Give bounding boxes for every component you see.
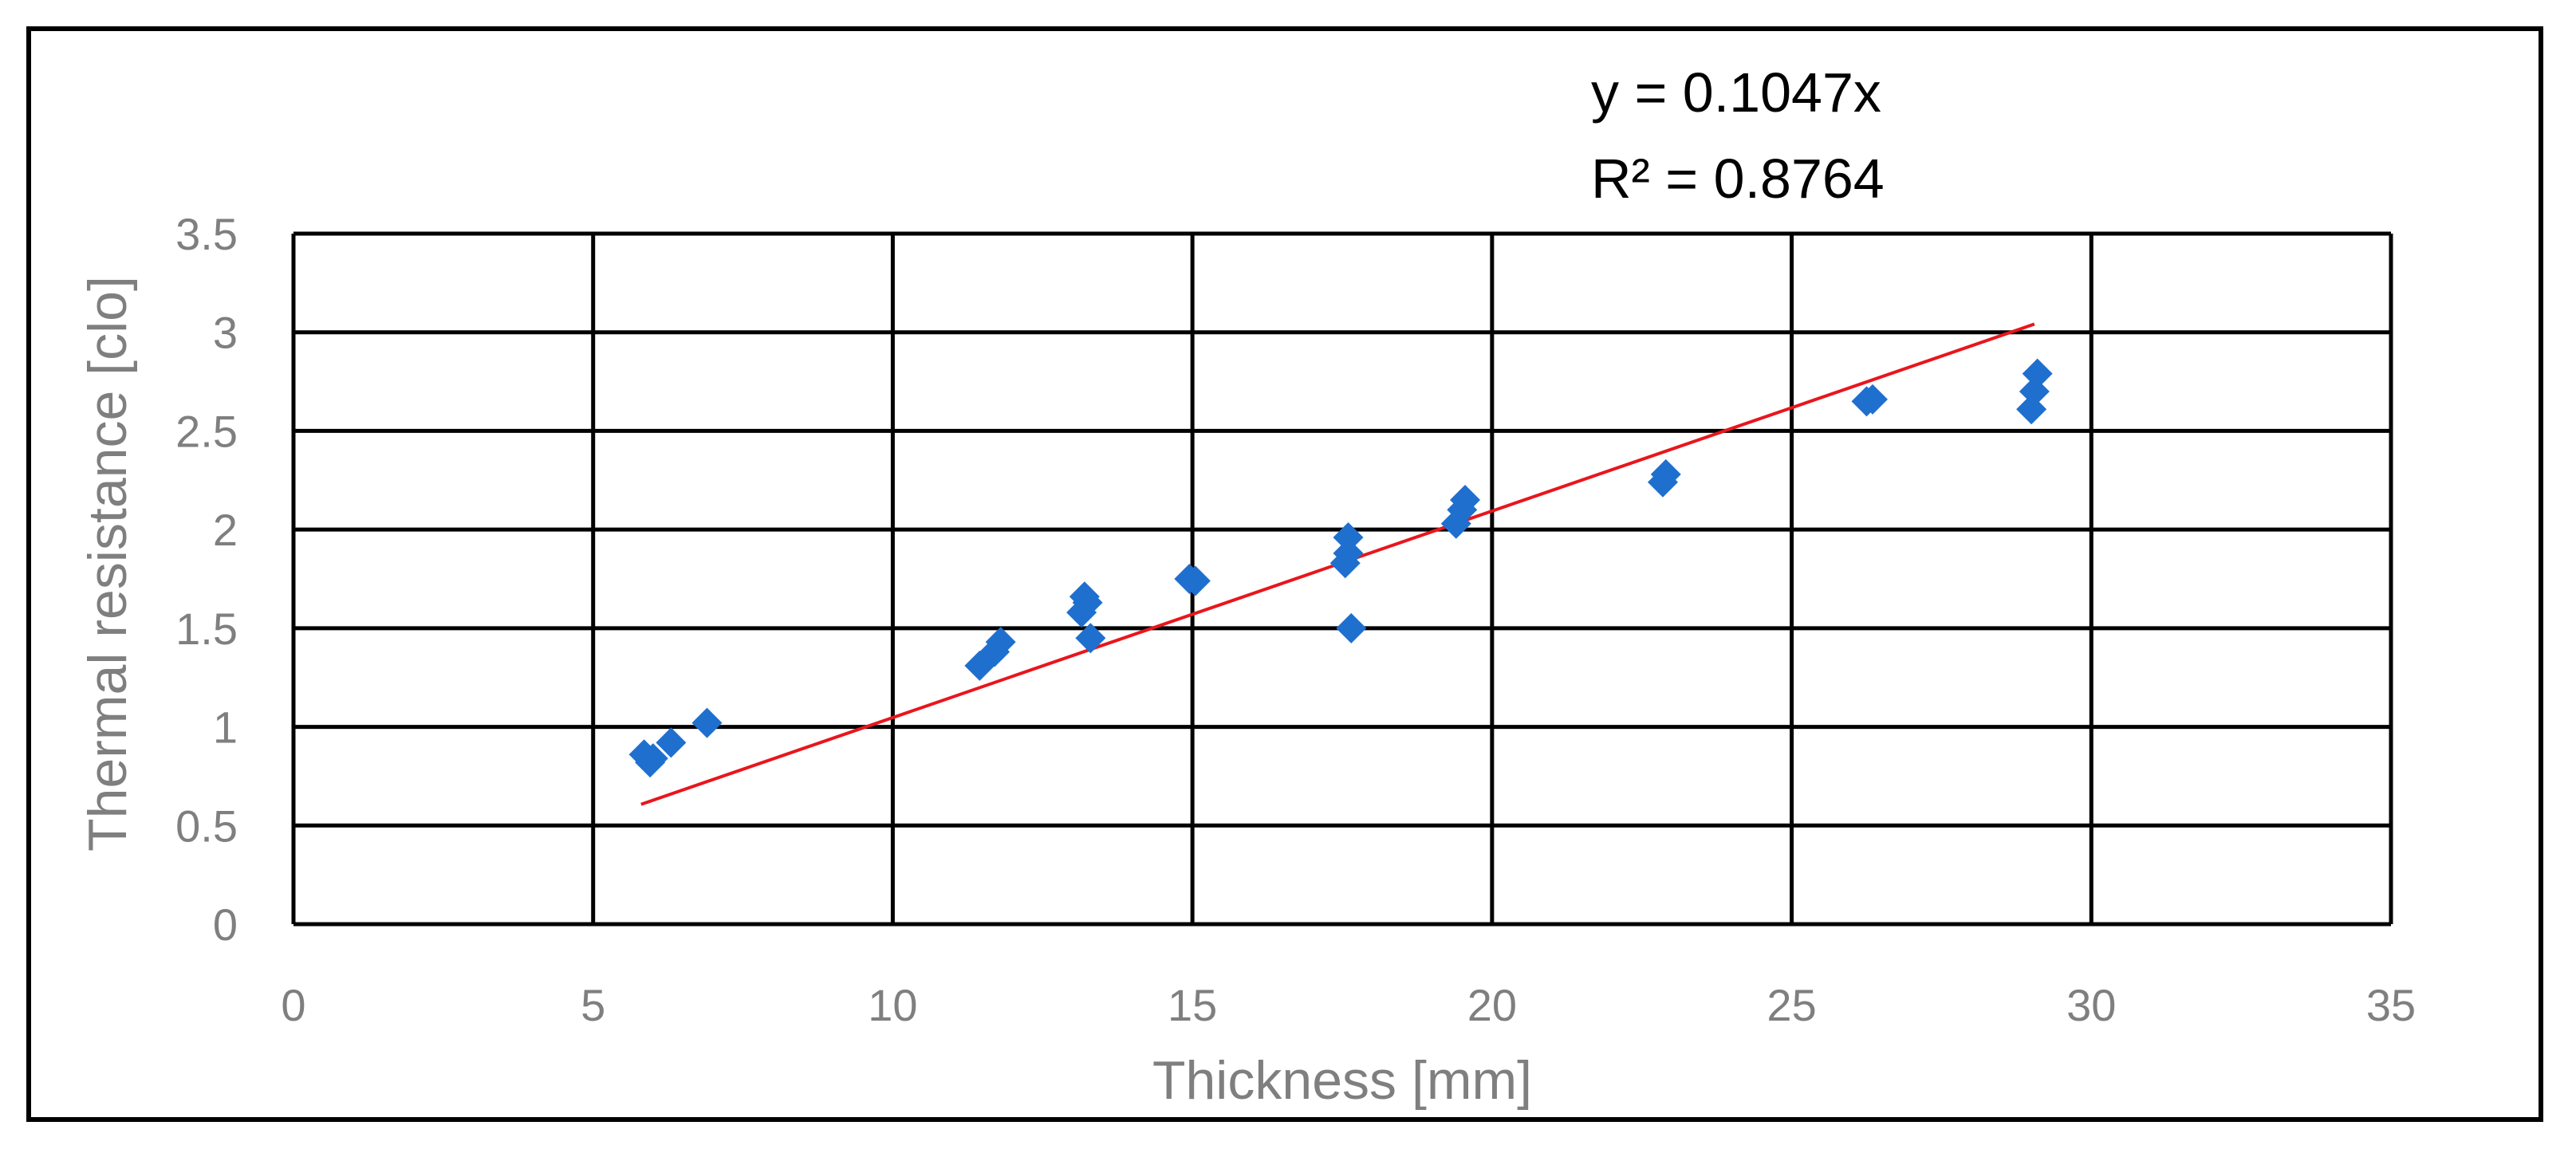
- trendline-equation: y = 0.1047x: [1591, 61, 1881, 124]
- y-tick-label: 2.5: [175, 406, 238, 456]
- data-point: [985, 627, 1016, 658]
- data-point: [1450, 485, 1481, 516]
- data-point: [1650, 458, 1681, 490]
- x-axis-ticks: 0 5 10 15 20 25 30 35: [281, 980, 2416, 1030]
- y-tick-label: 0.5: [175, 801, 238, 851]
- y-axis-ticks: 0 0.5 1 1.5 2 2.5 3 3.5: [175, 209, 238, 950]
- data-point: [637, 743, 668, 774]
- x-tick-label: 35: [2366, 980, 2416, 1030]
- trendline-r-squared: R² = 0.8764: [1591, 148, 1885, 210]
- y-tick-label: 2: [213, 505, 238, 555]
- chart-frame: [26, 26, 2543, 1122]
- x-tick-label: 10: [868, 980, 917, 1030]
- x-tick-label: 15: [1168, 980, 1217, 1030]
- data-points: [628, 358, 2053, 778]
- data-point: [1333, 537, 1364, 569]
- x-tick-label: 0: [281, 980, 305, 1030]
- y-tick-label: 1.5: [175, 604, 238, 654]
- x-tick-label: 30: [2066, 980, 2116, 1030]
- data-point: [1857, 384, 1889, 415]
- x-axis-title: Thickness [mm]: [1152, 1050, 1532, 1111]
- y-tick-label: 3: [213, 308, 238, 358]
- grid: [291, 231, 2393, 927]
- data-point: [1180, 565, 1211, 596]
- y-tick-label: 3.5: [175, 209, 238, 259]
- data-point: [1333, 522, 1364, 553]
- data-point: [1336, 612, 1367, 643]
- y-tick-label: 0: [213, 899, 238, 950]
- data-point: [656, 727, 687, 758]
- x-tick-label: 5: [581, 980, 605, 1030]
- x-tick-label: 20: [1467, 980, 1517, 1030]
- data-point: [2022, 358, 2053, 389]
- data-point: [691, 707, 723, 738]
- x-tick-label: 25: [1767, 980, 1816, 1030]
- data-point: [1072, 587, 1103, 618]
- y-tick-label: 1: [213, 702, 238, 753]
- y-axis-title: Thermal resistance [clo]: [77, 276, 138, 852]
- data-point: [1075, 623, 1106, 654]
